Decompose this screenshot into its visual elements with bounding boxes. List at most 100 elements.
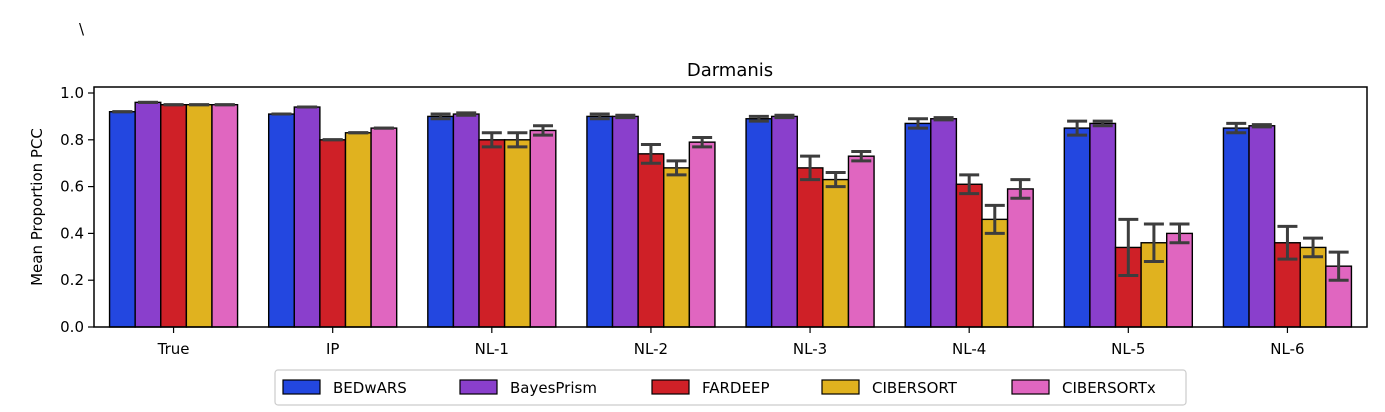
y-axis-title: Mean Proportion PCC: [28, 128, 46, 286]
legend-label: FARDEEP: [702, 379, 770, 397]
legend-swatch: [282, 379, 321, 395]
x-tick-label: NL-4: [952, 340, 986, 358]
error-bar: [1067, 119, 1088, 137]
panel-label: \: [79, 20, 85, 38]
y-tick-label: 0.8: [60, 131, 84, 149]
y-tick-label: 0.6: [60, 178, 84, 196]
error-bar: [640, 142, 661, 165]
error-bar: [1169, 222, 1190, 245]
legend: BEDwARS BayesPrism FARDEEP CIBERSORT CIBERSO…: [274, 369, 1187, 406]
error-bar: [692, 135, 713, 149]
bar-bedwars-nl-6: [1222, 127, 1250, 328]
bar-cibersortx-nl-3: [847, 155, 875, 328]
error-bar: [1226, 121, 1247, 135]
bar-cibersortx-nl-5: [1166, 232, 1194, 328]
error-bar: [666, 159, 687, 177]
bar-bedwars-nl-4: [904, 122, 932, 328]
x-tick-label: IP: [326, 340, 339, 358]
error-bar: [1010, 178, 1031, 200]
legend-item: CIBERSORT: [821, 379, 958, 397]
error-bar: [800, 154, 821, 182]
bar-bayesprism-nl-1: [452, 113, 480, 328]
bar-bedwars-nl-5: [1063, 127, 1091, 328]
bar-cibersortx-nl-2: [688, 141, 716, 328]
error-bar: [1303, 236, 1324, 259]
bar-bedwars-nl-1: [427, 115, 455, 328]
x-tick-label: NL-3: [793, 340, 827, 358]
error-bar: [507, 131, 528, 149]
error-bar: [430, 112, 451, 121]
bar-fardeep-nl-4: [955, 183, 983, 328]
bar-bedwars-ip: [267, 113, 295, 328]
error-bar: [1118, 217, 1139, 278]
bar-cibersort-true: [185, 103, 213, 328]
bar-bayesprism-true: [134, 101, 162, 328]
bar-bayesprism-nl-3: [770, 115, 798, 328]
legend-swatch: [1011, 379, 1050, 395]
legend-swatch: [651, 379, 690, 395]
legend-swatch: [821, 379, 860, 395]
bar-cibersortx-nl-1: [529, 129, 557, 328]
error-bar: [959, 173, 980, 196]
legend-item: BEDwARS: [282, 379, 407, 397]
legend-item: BayesPrism: [459, 379, 597, 397]
y-axis: 0.0 0.2 0.4 0.6 0.8 1.0: [60, 84, 94, 336]
bar-cibersort-nl-1: [503, 139, 531, 328]
bar-bedwars-nl-2: [586, 115, 614, 328]
bar-bayesprism-nl-6: [1248, 125, 1276, 328]
plot-area: [108, 100, 1353, 328]
error-bar: [1251, 123, 1272, 129]
bar-cibersortx-nl-4: [1006, 188, 1034, 328]
legend-label: CIBERSORT: [872, 379, 958, 397]
bar-bedwars-nl-3: [745, 118, 773, 328]
bar-bayesprism-nl-5: [1089, 122, 1117, 328]
bar-fardeep-nl-3: [796, 167, 824, 328]
error-bar: [1143, 222, 1164, 263]
bar-fardeep-nl-1: [478, 139, 506, 328]
x-tick-label: NL-5: [1111, 340, 1145, 358]
plot-frame: [93, 86, 1368, 328]
error-bar: [907, 117, 928, 130]
error-bar: [533, 124, 554, 137]
legend-item: FARDEEP: [651, 379, 770, 397]
bar-bayesprism-ip: [293, 106, 321, 328]
y-tick-label: 1.0: [60, 84, 84, 102]
bar-cibersortx-ip: [370, 127, 398, 328]
bar-bedwars-true: [108, 111, 136, 328]
error-bar: [589, 112, 610, 121]
legend-label: CIBERSORTx: [1062, 379, 1156, 397]
x-tick-label: NL-2: [634, 340, 668, 358]
legend-label: BEDwARS: [333, 379, 407, 397]
legend-frame: [274, 369, 1187, 406]
x-tick-label: NL-1: [475, 340, 509, 358]
error-bar: [933, 116, 954, 122]
error-bar: [748, 114, 769, 123]
bar-fardeep-ip: [319, 139, 347, 328]
bar-fardeep-true: [160, 103, 188, 328]
error-bar: [1328, 250, 1349, 282]
bar-cibersort-nl-3: [822, 178, 850, 328]
bar-cibersort-nl-6: [1299, 246, 1327, 328]
x-tick-label: True: [157, 340, 190, 358]
error-bar: [774, 113, 795, 120]
error-bar: [1277, 224, 1298, 261]
legend-swatch: [459, 379, 498, 395]
y-tick-label: 0.0: [60, 318, 84, 336]
x-axis: True IP NL-1 NL-2 NL-3 NL-4 NL-5 NL-6: [157, 327, 1305, 358]
x-tick-label: NL-6: [1270, 340, 1304, 358]
error-bar: [825, 171, 846, 189]
legend-label: BayesPrism: [510, 379, 597, 397]
error-bar: [851, 150, 872, 163]
bar-fardeep-nl-2: [637, 153, 665, 328]
bar-cibersort-nl-4: [981, 218, 1009, 328]
bar-cibersort-ip: [344, 132, 372, 328]
error-bar: [456, 111, 477, 117]
legend-item: CIBERSORTx: [1011, 379, 1156, 397]
y-tick-label: 0.2: [60, 271, 84, 289]
bar-bayesprism-nl-4: [930, 118, 958, 328]
chart-title: Darmanis: [687, 60, 773, 81]
y-tick-label: 0.4: [60, 224, 84, 242]
bar-cibersortx-true: [211, 103, 239, 328]
error-bar: [481, 131, 502, 149]
